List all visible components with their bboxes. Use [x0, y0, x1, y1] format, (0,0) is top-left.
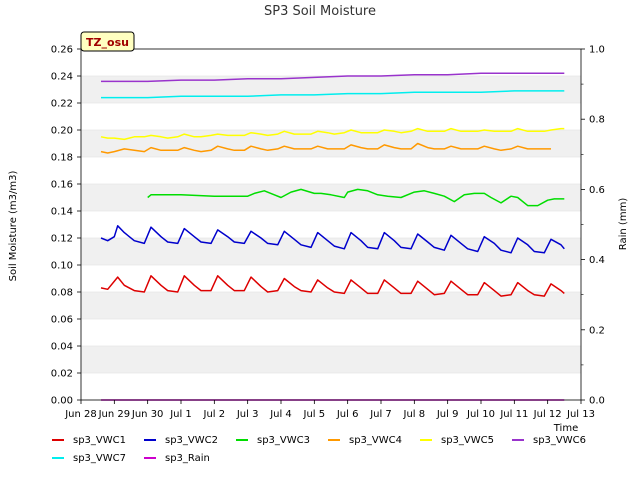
y2-axis-label: Rain (mm) [618, 198, 629, 251]
grid-band [81, 76, 581, 103]
legend-entry: sp3_Rain [165, 453, 210, 464]
grid-band [81, 157, 581, 184]
grid-band [81, 211, 581, 238]
y-tick-label: 0.26 [51, 45, 73, 56]
x-tick-label: Jul 4 [269, 409, 292, 420]
x-tick-label: Jul 3 [236, 409, 259, 420]
legend-entry: sp3_VWC5 [441, 435, 494, 446]
x-tick-label: Jun 30 [131, 409, 164, 420]
x-tick-label: Jul 9 [436, 409, 459, 420]
site-badge: TZ_osu [80, 31, 135, 52]
x-tick-label: Jul 1 [169, 409, 192, 420]
site-label: TZ_osu [86, 36, 129, 49]
legend-entry: sp3_VWC6 [533, 435, 586, 446]
series-line-sp3-vwc6 [101, 72, 565, 83]
y-tick-label: 0.22 [51, 99, 73, 110]
legend: sp3_VWC1 sp3_VWC2 sp3_VWC3 sp3_VWC4 sp3_VWC5… [52, 435, 586, 464]
grid-band [81, 319, 581, 346]
grid-band [81, 184, 581, 211]
grid-band [81, 292, 581, 319]
y-axis-right: 0.0 0.2 0.4 0.6 0.8 1.0 [581, 45, 605, 407]
grid-band [81, 103, 581, 130]
chart-title: SP3 Soil Moisture [264, 4, 376, 19]
series-line-sp3-vwc2 [100, 225, 565, 254]
x-tick-label: Jul 7 [369, 409, 392, 420]
y-tick-label: 0.06 [51, 315, 73, 326]
y2-tick-label: 0.4 [589, 255, 605, 266]
x-tick-label: Jul 6 [336, 409, 359, 420]
x-axis-label: Time [553, 423, 578, 434]
y-tick-label: 0.02 [51, 369, 73, 380]
legend-entry: sp3_VWC2 [165, 435, 218, 446]
x-tick-label: Jun 29 [98, 409, 131, 420]
y-tick-label: 0.00 [51, 396, 73, 407]
grid-bands [81, 49, 581, 401]
x-tick-label: Jul 12 [533, 409, 562, 420]
series-line-sp3-vwc3 [147, 188, 565, 207]
y-tick-label: 0.20 [51, 126, 73, 137]
legend-entry: sp3_VWC7 [73, 453, 126, 464]
y-tick-label: 0.12 [51, 234, 73, 245]
grid-band [81, 346, 581, 373]
y-tick-label: 0.04 [51, 342, 73, 353]
y2-tick-label: 0.2 [589, 325, 605, 336]
y-axis-left: 0.00 0.02 0.04 0.06 0.08 0.10 0.12 0.14 0.16 0.18… [51, 45, 81, 407]
grid-band [81, 130, 581, 157]
grid-band [81, 49, 581, 76]
y-axis-label: Soil Moisture (m3/m3) [8, 171, 19, 282]
y2-tick-label: 1.0 [589, 45, 605, 56]
x-tick-label: Jun 28 [64, 409, 97, 420]
series-line-sp3-vwc7 [101, 90, 565, 99]
y-tick-label: 0.10 [51, 261, 73, 272]
grid-band [81, 373, 581, 400]
x-tick-label: Jul 11 [499, 409, 528, 420]
series-line-sp3-vwc4 [100, 142, 551, 154]
legend-entry: sp3_VWC1 [73, 435, 126, 446]
x-tick-label: Jul 5 [303, 409, 326, 420]
grid-band [81, 265, 581, 292]
x-tick-label: Jul 13 [566, 409, 595, 420]
y-tick-label: 0.16 [51, 180, 73, 191]
y2-tick-label: 0.8 [589, 115, 605, 126]
series-line-sp3-vwc5 [100, 127, 565, 141]
legend-entry: sp3_VWC4 [349, 435, 402, 446]
y-tick-label: 0.08 [51, 288, 73, 299]
x-tick-label: Jul 2 [203, 409, 226, 420]
x-axis: Jun 28 Jun 29 Jun 30 Jul 1 Jul 2 Jul 3 Jul 4 Ju… [64, 400, 595, 420]
y-tick-label: 0.24 [51, 72, 73, 83]
y2-tick-label: 0.6 [589, 185, 605, 196]
x-tick-label: Jul 10 [466, 409, 495, 420]
series-line-sp3-vwc1 [100, 275, 565, 297]
y-tick-label: 0.18 [51, 153, 73, 164]
legend-entry: sp3_VWC3 [257, 435, 310, 446]
x-tick-label: Jul 8 [403, 409, 426, 420]
y-tick-label: 0.14 [51, 207, 73, 218]
y2-tick-label: 0.0 [589, 396, 605, 407]
